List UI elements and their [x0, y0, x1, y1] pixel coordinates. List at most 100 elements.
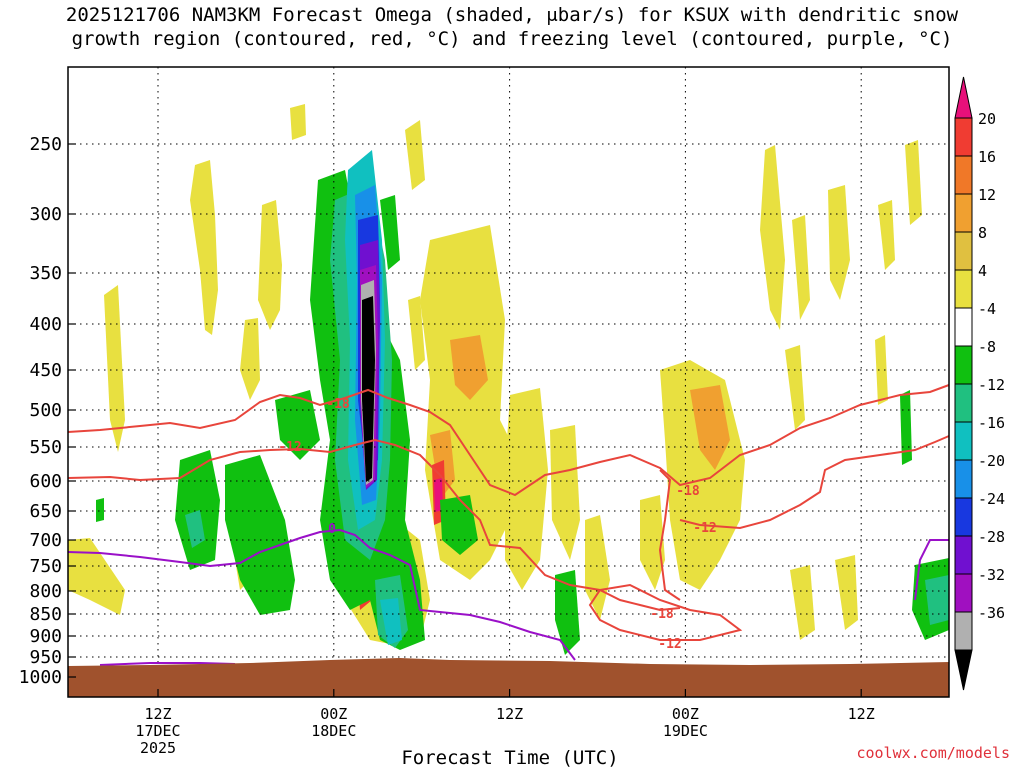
contour-label: -18: [650, 607, 674, 622]
omega-shade-region: [68, 538, 125, 615]
x-tick-label: 12Z: [848, 705, 875, 723]
y-tick-label: 450: [29, 360, 62, 381]
colorbar-label: -36: [978, 604, 1005, 622]
omega-shade-region: [380, 598, 402, 645]
y-tick-label: 300: [29, 204, 62, 225]
omega-shade-region: [505, 388, 548, 590]
omega-shade-region: [875, 335, 888, 405]
temperature-contour: [679, 435, 950, 530]
colorbar-label: -8: [978, 338, 996, 356]
colorbar-top-arrow: [954, 76, 973, 119]
omega-shade-region: [362, 296, 375, 482]
colorbar-label: -4: [978, 300, 996, 318]
omega-shade-region: [440, 495, 478, 555]
omega-shade-region: [878, 200, 895, 270]
x-tick-label: 2025: [140, 739, 176, 757]
y-tick-label: 800: [29, 581, 62, 602]
omega-shade-region: [225, 455, 295, 615]
temperature-contour: [658, 469, 681, 601]
y-tick-label: 1000: [19, 667, 62, 688]
colorbar-bottom-arrow: [954, 649, 973, 691]
omega-shade-region: [408, 296, 425, 370]
omega-shaded-field: [68, 104, 949, 655]
y-axis-ticks: 2503003504004505005506006507007508008509…: [19, 134, 76, 688]
colorbar-label: -12: [978, 376, 1005, 394]
contour-label: -12: [658, 637, 681, 652]
x-tick-label: 19DEC: [663, 722, 708, 740]
omega-shade-region: [585, 515, 610, 620]
x-tick-label: 00Z: [320, 705, 347, 723]
contour-label: 0: [328, 522, 336, 537]
omega-shade-region: [555, 570, 580, 655]
colorbar-label: 16: [978, 148, 996, 166]
contour-label: -12: [278, 440, 301, 455]
colorbar-label: -28: [978, 528, 1005, 546]
omega-shade-region: [550, 425, 580, 560]
colorbar-label: 4: [978, 262, 987, 280]
omega-shade-region: [790, 565, 815, 640]
omega-shade-region: [690, 385, 730, 470]
omega-shade-region: [835, 555, 858, 630]
y-tick-label: 650: [29, 501, 62, 522]
y-tick-label: 350: [29, 263, 62, 284]
colorbar-label: -24: [978, 490, 1005, 508]
contour-label: -18: [676, 484, 700, 499]
omega-shade-region: [380, 195, 400, 270]
colorbar-label: -20: [978, 452, 1005, 470]
omega-shade-region: [760, 145, 785, 330]
colorbar-label: 8: [978, 224, 987, 242]
omega-shade-region: [828, 185, 850, 300]
colorbar-box: [954, 345, 973, 385]
omega-shade-region: [190, 160, 218, 335]
omega-shade-region: [185, 510, 205, 548]
omega-shade-region: [405, 120, 425, 190]
colorbar-label: -32: [978, 566, 1005, 584]
y-tick-label: 550: [29, 437, 62, 458]
omega-shade-region: [258, 200, 282, 330]
omega-shade-region: [104, 285, 125, 452]
y-tick-label: 950: [29, 647, 62, 668]
y-tick-label: 400: [29, 314, 62, 335]
plot-frame: [67, 66, 950, 698]
y-tick-label: 500: [29, 400, 62, 421]
temperature-contours: -18 -12 -18 -12 -18 -12 0: [67, 384, 950, 666]
colorbar-box: [954, 117, 973, 157]
colorbar-label: -16: [978, 414, 1005, 432]
colorbar-box: [954, 269, 973, 309]
omega-shade-region: [792, 215, 810, 320]
colorbar: 20 16 12 8 4 -4 -8 -12 -16 -20 -24 -28 -32 -36: [954, 76, 1005, 691]
temperature-contour: [599, 589, 681, 612]
temperature-contour: [67, 438, 743, 641]
omega-shade-region: [96, 498, 104, 522]
colorbar-box: [954, 421, 973, 461]
x-tick-label: 18DEC: [311, 722, 356, 740]
omega-shade-region: [640, 495, 665, 590]
y-tick-label: 750: [29, 556, 62, 577]
colorbar-label: 12: [978, 186, 996, 204]
y-tick-label: 900: [29, 626, 62, 647]
y-tick-label: 700: [29, 530, 62, 551]
y-tick-label: 250: [29, 134, 62, 155]
grid-lines: [68, 67, 949, 697]
colorbar-box: [954, 307, 973, 347]
x-tick-label: 12Z: [496, 705, 523, 723]
colorbar-box: [954, 573, 973, 613]
chart-title-line-2: growth region (contoured, red, °C) and f…: [71, 28, 953, 50]
chart-title-line-1: 2025121706 NAM3KM Forecast Omega (shaded…: [65, 4, 959, 26]
credit-text: coolwx.com/models: [856, 744, 1010, 762]
omega-shade-region: [175, 450, 220, 570]
temperature-contour: [914, 539, 949, 601]
omega-shade-region: [785, 345, 805, 430]
temperature-contour: [67, 384, 950, 497]
x-tick-label: 00Z: [672, 705, 699, 723]
colorbar-box: [954, 231, 973, 271]
omega-shade-region: [450, 335, 488, 400]
omega-shade-region: [240, 318, 260, 400]
omega-shade-region: [925, 575, 949, 625]
terrain-fill: [68, 658, 949, 697]
x-tick-label: 12Z: [144, 705, 171, 723]
omega-shade-region: [905, 140, 922, 225]
contour-label: -12: [693, 521, 716, 536]
